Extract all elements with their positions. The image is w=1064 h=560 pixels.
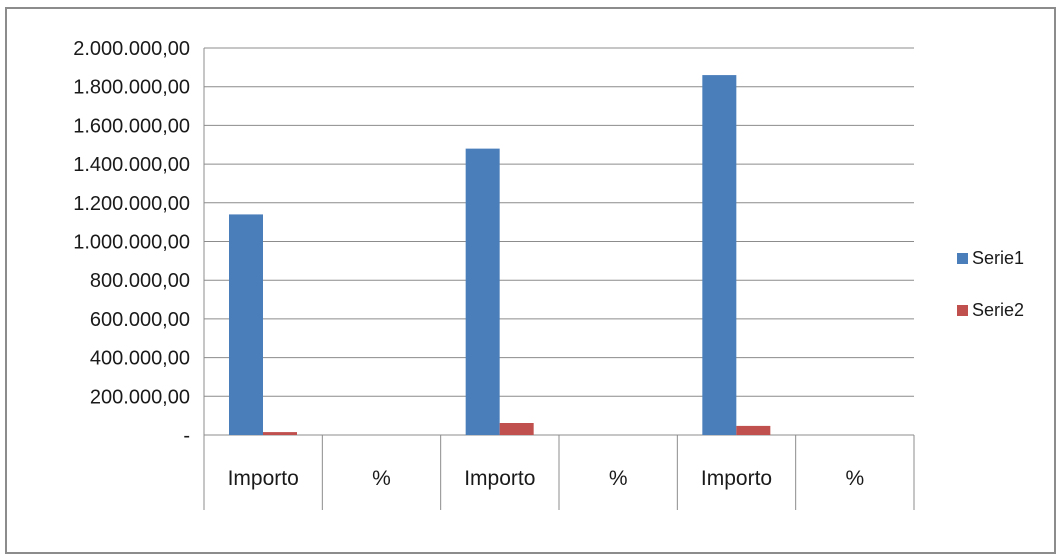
legend-swatch: [957, 253, 968, 264]
bar-serie1: [702, 75, 737, 435]
y-tick-label: 1.600.000,00: [73, 115, 190, 137]
bar-serie2: [736, 425, 771, 435]
y-tick-label: 1.400.000,00: [73, 154, 190, 176]
x-category-label: Importo: [701, 467, 772, 490]
y-tick-label: 1.000.000,00: [73, 232, 190, 254]
y-tick-label: 400.000,00: [90, 348, 190, 370]
x-category-label: %: [372, 467, 391, 490]
y-tick-label: -: [183, 425, 190, 447]
y-tick-label: 1.800.000,00: [73, 77, 190, 99]
bar-serie1: [465, 148, 500, 435]
x-category-label: Importo: [228, 467, 299, 490]
bar-serie2: [263, 432, 297, 435]
y-tick-label: 2.000.000,00: [73, 38, 190, 60]
x-category-label: Importo: [464, 467, 535, 490]
x-category-label: %: [609, 467, 628, 490]
legend-swatch: [957, 305, 968, 316]
y-tick-label: 200.000,00: [90, 386, 190, 408]
legend-label: Serie1: [972, 248, 1024, 268]
x-category-label: %: [845, 467, 864, 490]
y-tick-label: 600.000,00: [90, 309, 190, 331]
bar-serie2: [499, 423, 534, 435]
bar-serie1: [229, 214, 263, 435]
y-tick-label: 1.200.000,00: [73, 193, 190, 215]
legend-label: Serie2: [972, 300, 1024, 320]
y-tick-label: 800.000,00: [90, 270, 190, 292]
